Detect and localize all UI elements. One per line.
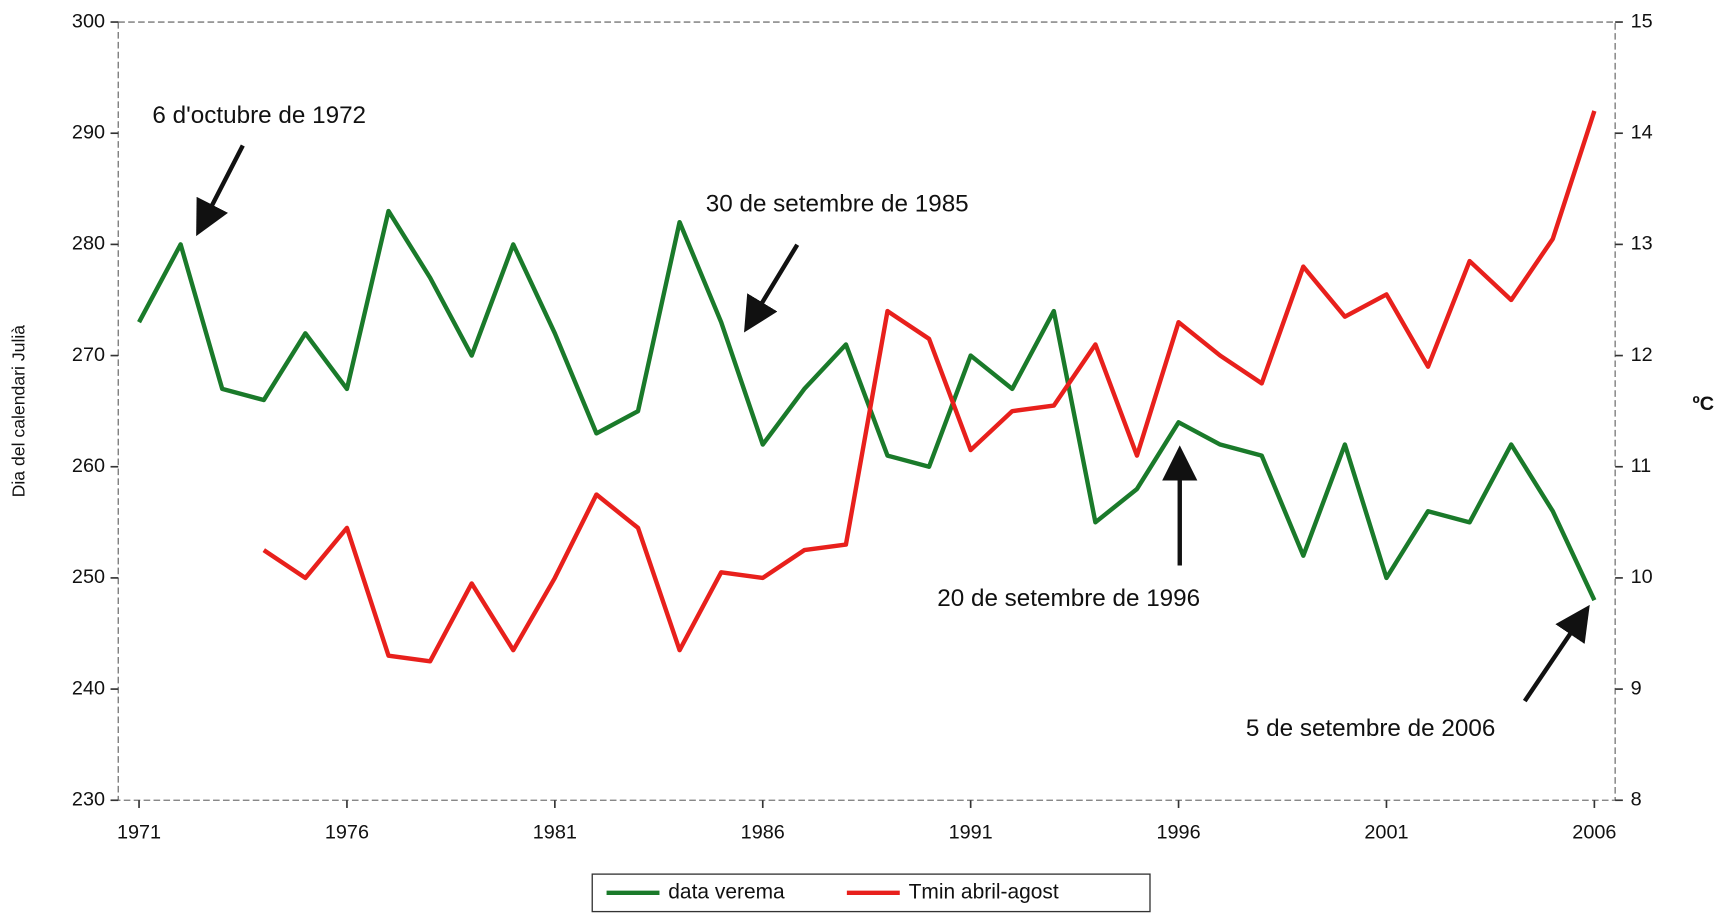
x-tick-label: 1971 <box>117 822 161 844</box>
x-tick-label: 1976 <box>325 822 369 844</box>
y2-tick-label: 15 <box>1631 10 1653 32</box>
y-tick-label: 290 <box>72 121 105 143</box>
annotation-arrow <box>1522 604 1590 703</box>
series-line <box>137 208 1597 602</box>
y2-tick-label: 13 <box>1631 233 1653 255</box>
y-tick-label: 270 <box>72 344 105 366</box>
y2-tick-label: 8 <box>1631 788 1642 810</box>
y-tick-label: 300 <box>72 10 105 32</box>
y-tick-label: 250 <box>72 566 105 588</box>
y-tick-label: 240 <box>72 677 105 699</box>
y-axis-title: Dia del calendari Julià <box>9 325 29 498</box>
annotation: 20 de setembre de 1996 <box>937 585 1200 612</box>
x-tick-label: 2001 <box>1364 822 1408 844</box>
x-tick-label: 2006 <box>1572 822 1616 844</box>
y-tick-label: 260 <box>72 455 105 477</box>
legend-label: Tmin abril-agost <box>909 880 1059 903</box>
y2-tick-label: 12 <box>1631 344 1653 366</box>
legend: data verema Tmin abril-agost <box>591 873 1151 913</box>
legend-label: data verema <box>668 880 785 903</box>
annotation-arrow <box>196 144 245 237</box>
plot-area <box>117 21 1616 801</box>
y-tick-label: 280 <box>72 233 105 255</box>
x-tick-label: 1991 <box>949 822 993 844</box>
annotation: 6 d'octubre de 1972 <box>152 102 366 129</box>
x-tick-label: 1981 <box>533 822 577 844</box>
x-tick-label: 1986 <box>741 822 785 844</box>
x-tick-label: 1996 <box>1156 822 1200 844</box>
y2-tick-label: 9 <box>1631 677 1642 699</box>
y2-tick-label: 10 <box>1631 566 1653 588</box>
series-line <box>262 110 1597 664</box>
y-tick-label: 230 <box>72 788 105 810</box>
annotation-arrow <box>744 243 800 333</box>
y2-tick-label: 14 <box>1631 121 1653 143</box>
y2-axis-title: ºC <box>1693 393 1715 415</box>
annotation: 30 de setembre de 1985 <box>706 190 969 217</box>
annotation: 5 de setembre de 2006 <box>1246 715 1495 742</box>
y2-tick-label: 11 <box>1631 455 1652 477</box>
